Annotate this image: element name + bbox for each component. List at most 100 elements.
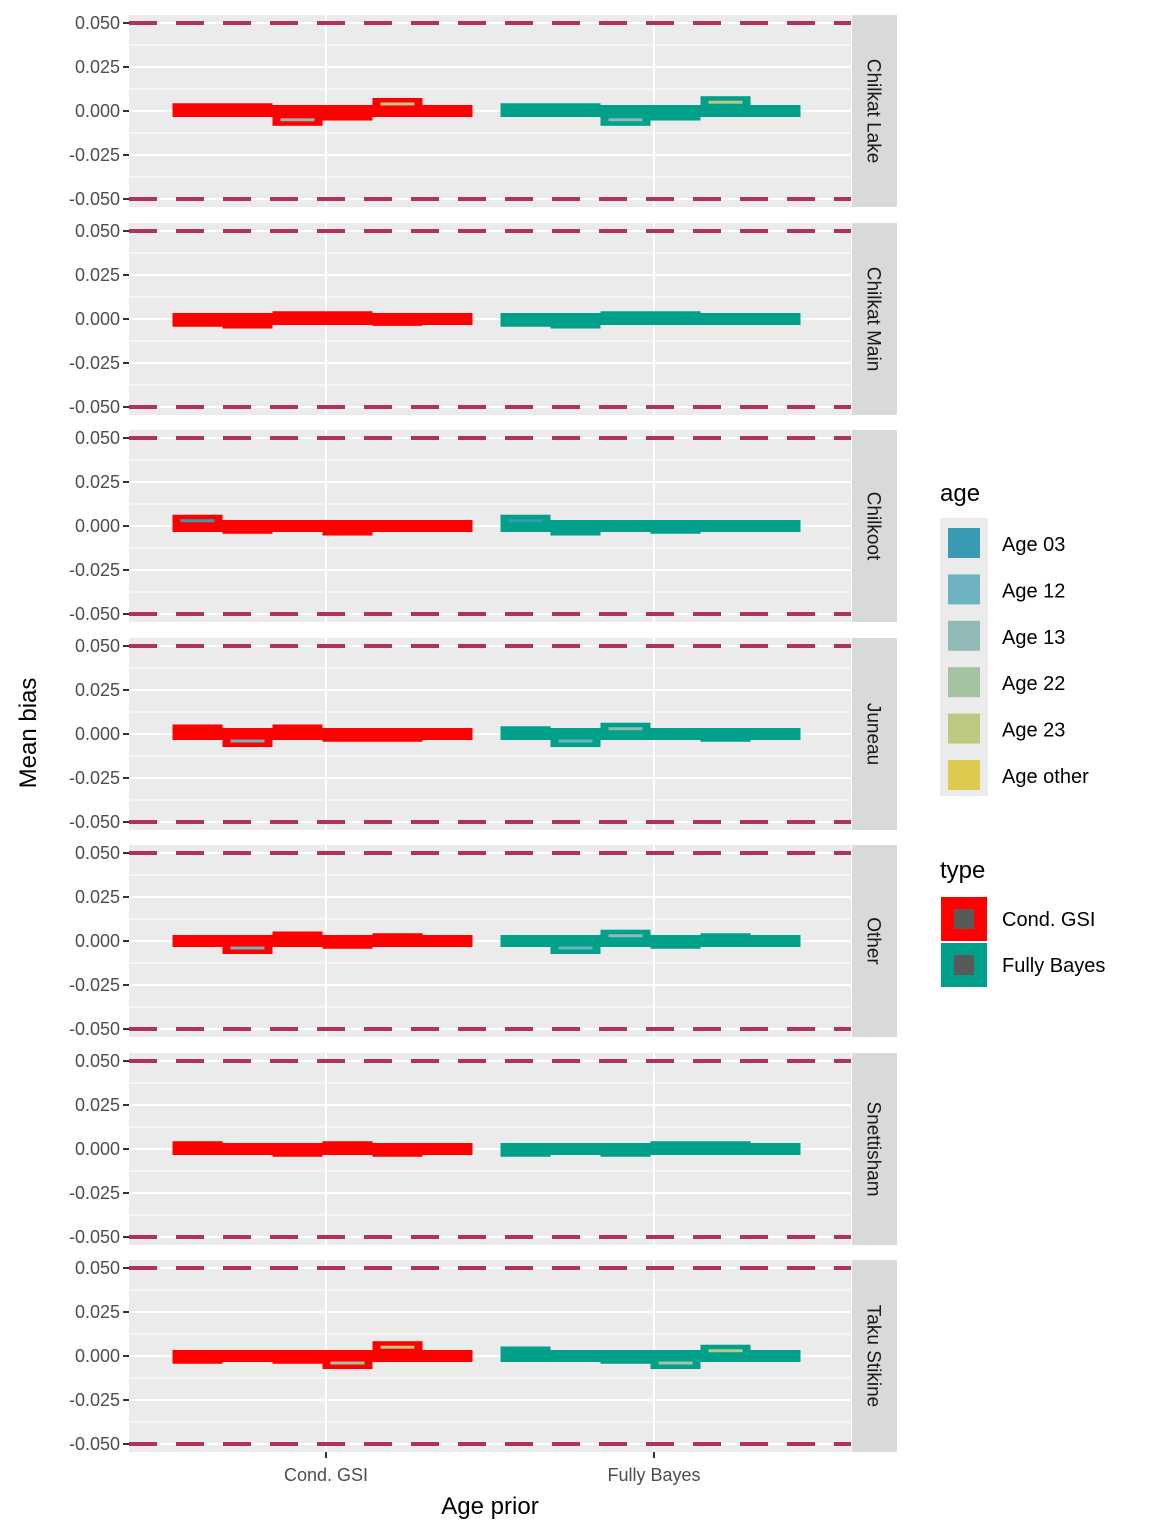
facet-label: Taku Stikine bbox=[863, 1305, 884, 1407]
bar-cond-gsi-age-23 bbox=[372, 933, 423, 947]
mean-line-age-13 bbox=[608, 727, 643, 731]
panel-juneau: 0.050 0.025 0.000 -0.025 -0.050 Juneau bbox=[69, 636, 897, 832]
y-tick-label: -0.050 bbox=[69, 397, 120, 417]
bar-fully-bayes-age-13 bbox=[600, 520, 651, 532]
y-tick-label: -0.025 bbox=[69, 1183, 120, 1203]
legend-swatch-inner bbox=[954, 909, 974, 929]
y-tick-label: 0.000 bbox=[75, 931, 120, 951]
bar-fully-bayes-age-12 bbox=[550, 1143, 601, 1155]
legend-label-age-other: Age other bbox=[1002, 766, 1089, 788]
legend-label-age-03: Age 03 bbox=[1002, 534, 1065, 556]
series-fully-bayes bbox=[500, 514, 801, 536]
panel-chilkat-main: 0.050 0.025 0.000 -0.025 -0.050 Chilkat Main bbox=[69, 221, 897, 417]
legend-swatch-age-13 bbox=[948, 620, 980, 651]
facet-strip bbox=[852, 430, 897, 622]
series-fully-bayes bbox=[500, 96, 801, 126]
bar-cond-gsi-age-23 bbox=[372, 1143, 423, 1157]
legend-swatch-age-12 bbox=[948, 574, 980, 605]
bar-cond-gsi-age-other bbox=[422, 105, 473, 117]
y-tick-label: -0.050 bbox=[69, 1434, 120, 1454]
y-tick-label: -0.025 bbox=[69, 975, 120, 995]
bar-fully-bayes-age-03 bbox=[500, 935, 551, 947]
y-tick-label: 0.000 bbox=[75, 101, 120, 121]
bar-cond-gsi-age-other bbox=[422, 1350, 473, 1362]
bar-cond-gsi-age-12 bbox=[222, 935, 273, 955]
bar-cond-gsi-age-13 bbox=[272, 105, 323, 126]
x-axis-title: Age prior bbox=[441, 1493, 538, 1520]
bar-cond-gsi-age-22 bbox=[322, 1141, 373, 1155]
y-tick-label: -0.025 bbox=[69, 1390, 120, 1410]
series-cond-gsi bbox=[172, 514, 473, 536]
facet-strip bbox=[852, 223, 897, 415]
legend-type-items: Cond. GSI Fully Bayes bbox=[941, 897, 1105, 987]
facet-label: Chilkat Main bbox=[863, 267, 884, 372]
series-fully-bayes bbox=[500, 1141, 801, 1157]
bar-cond-gsi-age-22 bbox=[322, 105, 373, 121]
bar-fully-bayes-age-23 bbox=[700, 728, 751, 742]
bar-fully-bayes-age-03 bbox=[500, 726, 551, 740]
bar-fully-bayes-age-other bbox=[750, 935, 801, 947]
series-cond-gsi bbox=[172, 1341, 473, 1370]
bar-cond-gsi-age-13 bbox=[272, 1143, 323, 1157]
y-tick-label: 0.050 bbox=[75, 1051, 120, 1071]
y-tick-label: 0.000 bbox=[75, 516, 120, 536]
panel-chilkoot: 0.050 0.025 0.000 -0.025 -0.050 Chilkoot bbox=[69, 428, 897, 624]
y-tick-label: -0.050 bbox=[69, 1227, 120, 1247]
bar-fully-bayes-age-23 bbox=[700, 313, 751, 325]
y-tick-label: 0.025 bbox=[75, 1302, 120, 1322]
bar-fully-bayes-age-22 bbox=[650, 1141, 701, 1155]
mean-line-age-23 bbox=[708, 100, 743, 104]
bar-fully-bayes-age-13 bbox=[600, 105, 651, 126]
x-tick-label: Cond. GSI bbox=[284, 1465, 368, 1485]
bar-cond-gsi-age-12 bbox=[222, 728, 273, 748]
facet-label: Juneau bbox=[863, 703, 884, 765]
bar-cond-gsi-age-other bbox=[422, 728, 473, 740]
bar-fully-bayes-age-12 bbox=[550, 1350, 601, 1362]
bar-cond-gsi-age-22 bbox=[322, 728, 373, 742]
bar-cond-gsi-age-13 bbox=[272, 311, 323, 325]
mean-line-age-03 bbox=[508, 519, 543, 523]
bar-cond-gsi-age-13 bbox=[272, 520, 323, 532]
series-cond-gsi bbox=[172, 311, 473, 329]
facet-strip bbox=[852, 1053, 897, 1245]
panel-chilkat-lake: 0.050 0.025 0.000 -0.025 -0.050 Chilkat Lake bbox=[69, 13, 897, 209]
bar-fully-bayes-age-other bbox=[750, 520, 801, 532]
y-tick-label: 0.050 bbox=[75, 221, 120, 241]
y-tick-label: 0.025 bbox=[75, 887, 120, 907]
bar-cond-gsi-age-23 bbox=[372, 97, 423, 117]
facet-strip bbox=[852, 638, 897, 830]
bar-cond-gsi-age-12 bbox=[222, 1350, 273, 1362]
facet-label: Snettisham bbox=[863, 1101, 884, 1196]
y-tick-label: -0.025 bbox=[69, 768, 120, 788]
bar-cond-gsi-age-13 bbox=[272, 1350, 323, 1364]
series-fully-bayes bbox=[500, 311, 801, 329]
bar-fully-bayes-age-23 bbox=[700, 933, 751, 947]
series-fully-bayes bbox=[500, 1344, 801, 1370]
y-tick-label: -0.050 bbox=[69, 604, 120, 624]
bar-fully-bayes-age-12 bbox=[550, 935, 601, 955]
bar-fully-bayes-age-22 bbox=[650, 105, 701, 121]
bar-fully-bayes-age-12 bbox=[550, 103, 601, 117]
facet-strip bbox=[852, 845, 897, 1037]
bar-fully-bayes-age-12 bbox=[550, 520, 601, 536]
panel-taku-stikine: 0.050 0.025 0.000 -0.025 -0.050 Taku Stikine bbox=[69, 1258, 897, 1454]
bar-fully-bayes-age-12 bbox=[550, 313, 601, 329]
bar-fully-bayes-age-03 bbox=[500, 313, 551, 327]
legend-label-age-12: Age 12 bbox=[1002, 580, 1065, 602]
mean-line-age-03 bbox=[180, 519, 215, 523]
legend-swatch-age-other bbox=[948, 760, 980, 790]
panel-other: 0.050 0.025 0.000 -0.025 -0.050 Other bbox=[69, 843, 897, 1039]
facet-label: Chilkat Lake bbox=[863, 59, 884, 164]
y-tick-label: -0.050 bbox=[69, 812, 120, 832]
bar-fully-bayes-age-23 bbox=[700, 96, 751, 117]
bar-fully-bayes-age-other bbox=[750, 1350, 801, 1362]
bar-cond-gsi-age-12 bbox=[222, 313, 273, 329]
y-tick-label: 0.050 bbox=[75, 1258, 120, 1278]
bar-fully-bayes-age-23 bbox=[700, 1141, 751, 1155]
legend: age Age 03 Age 12 Age 13 Age 22 Age 23 Age ot… bbox=[940, 480, 1105, 987]
legend-age-items: Age 03 Age 12 Age 13 Age 22 Age 23 Age other bbox=[948, 528, 1089, 790]
bar-cond-gsi-age-12 bbox=[222, 1143, 273, 1155]
bar-cond-gsi-age-03 bbox=[172, 1350, 223, 1364]
y-tick-label: -0.025 bbox=[69, 353, 120, 373]
